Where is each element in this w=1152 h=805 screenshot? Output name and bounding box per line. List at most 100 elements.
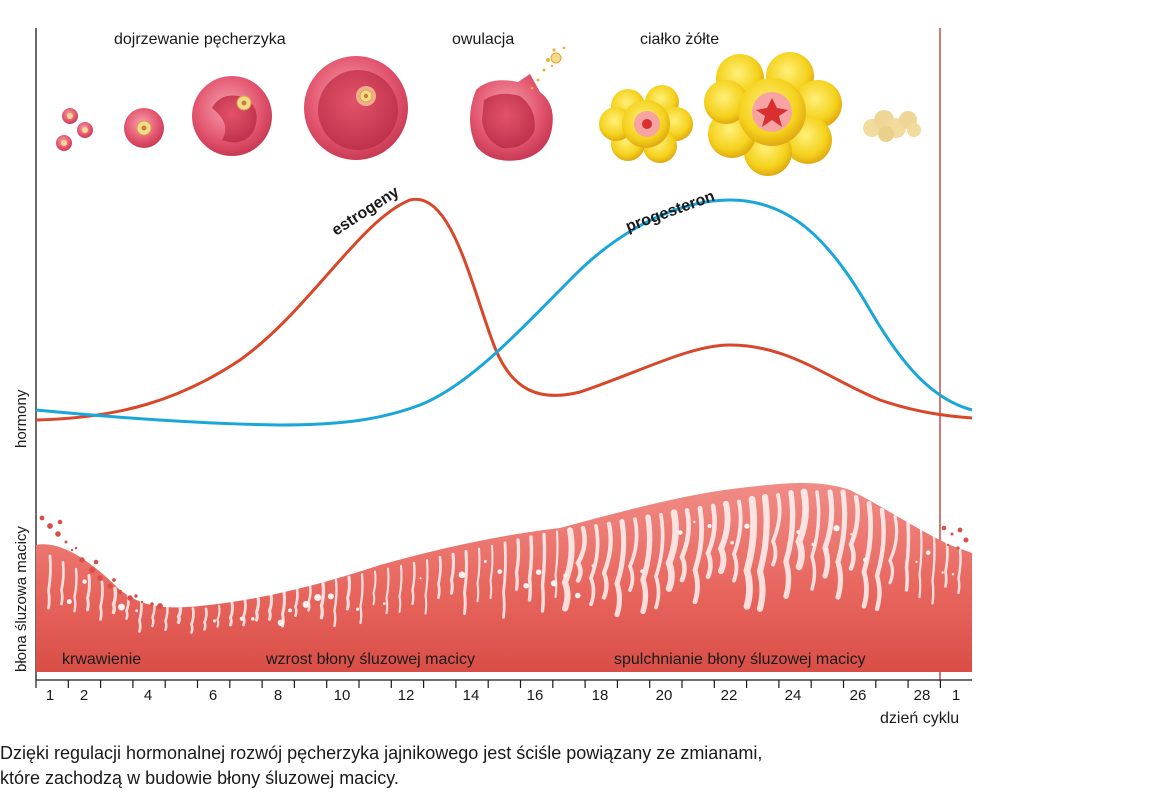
endometrial-gland-lumen [82, 579, 87, 584]
endometrial-gland [743, 495, 758, 610]
endometrial-gland [822, 489, 835, 579]
shed-blood-fragment [950, 532, 954, 536]
endometrial-gland-lumen [497, 569, 503, 574]
endometrial-gland [795, 488, 809, 571]
progesterone-label: progesteron [624, 188, 718, 236]
endometrial-gland-lumen [135, 609, 139, 613]
endometrial-gland [333, 578, 338, 628]
endometrial-gland [216, 604, 221, 628]
endometrial-gland-lumen [915, 560, 918, 563]
endometrial-gland [614, 518, 627, 618]
shed-blood-fragment [956, 546, 960, 550]
x-axis-tick-label: 16 [527, 687, 544, 704]
endometrial-gland [874, 507, 886, 612]
endometrial-gland [575, 525, 587, 583]
endometrial-gland-lumen [251, 617, 255, 621]
endometrial-gland [514, 538, 521, 591]
x-axis-tick-label: 2 [80, 687, 88, 704]
caption-line-1: Dzięki regulacji hormonalnej rozwój pęch… [0, 743, 763, 763]
endometrium-axis-label: błona śluzowa macicy [13, 526, 30, 672]
endometrial-gland [164, 602, 169, 632]
endometrial-gland-lumen [744, 523, 750, 529]
endometrial-gland [654, 512, 665, 610]
shed-blood-fragment [55, 531, 61, 537]
shed-blood-fragment [39, 515, 45, 521]
x-axis-tick-label: 6 [209, 687, 217, 704]
endometrium-illustration [36, 483, 972, 672]
endometrial-gland [835, 489, 848, 600]
endometrial-gland [717, 500, 731, 575]
endometrial-gland [385, 567, 390, 615]
x-axis-tick-label: 24 [785, 687, 802, 704]
progesterone-curve [35, 198, 973, 427]
endometrial-gland [692, 505, 705, 605]
endometrial-gland-lumen [535, 569, 542, 575]
endometrial-gland [111, 586, 118, 615]
stage-label-corpus-luteum: ciałko żółte [640, 31, 719, 48]
endometrial-gland [888, 514, 899, 585]
phase-label-loosening: spulchnianie błony śluzowej macicy [614, 651, 866, 668]
shed-blood-fragment [93, 559, 99, 565]
endometrial-gland [601, 521, 613, 600]
shed-blood-fragment [127, 595, 133, 601]
endometrial-gland [679, 508, 691, 583]
figure-caption: Dzięki regulacji hormonalnej rozwój pęch… [0, 741, 1100, 791]
endometrial-gland [944, 541, 949, 588]
endometrial-gland-lumen [693, 520, 696, 524]
endometrial-gland [489, 544, 494, 600]
shed-blood-fragment [79, 557, 85, 563]
mature-corpus-luteum-illustration [704, 52, 842, 176]
endometrial-gland [756, 494, 770, 612]
shed-blood-fragment [107, 583, 113, 589]
early-corpus-luteum-illustration [599, 85, 693, 163]
caption-line-2: które zachodzą w budowie błony śluzowej … [0, 768, 399, 788]
x-axis-tick-label: 14 [463, 687, 480, 704]
endometrial-gland [411, 561, 416, 606]
endometrial-gland [151, 599, 156, 628]
endometrial-gland-lumen [483, 559, 487, 563]
endometrial-gland [228, 601, 234, 627]
endometrial-gland [138, 596, 143, 633]
endometrial-gland [527, 535, 534, 602]
ovulation-illustration [470, 46, 566, 161]
endometrial-gland [73, 567, 78, 613]
endometrial-gland-lumen [925, 550, 931, 555]
endometrial-gland [359, 573, 364, 625]
endometrial-gland [640, 514, 653, 615]
endometrial-gland [731, 499, 743, 583]
endometrial-gland-lumen [730, 541, 734, 545]
endometrial-gland [810, 490, 821, 591]
endometrial-gland-lumen [382, 602, 386, 606]
endometrial-gland [319, 581, 326, 620]
shed-blood-fragment [134, 594, 138, 598]
endometrial-gland [280, 590, 286, 628]
endometrial-gland-lumen [356, 607, 360, 611]
endometrial-gland-lumen [678, 530, 683, 535]
shed-blood-fragment [957, 527, 963, 533]
x-axis-tick-label: 20 [656, 687, 673, 704]
endometrial-gland [957, 547, 962, 595]
endometrial-gland [770, 493, 782, 567]
endometrial-gland-lumen [850, 533, 853, 536]
endometrial-gland [242, 598, 247, 627]
x-axis-tick-label: 4 [144, 687, 152, 704]
shed-blood-fragment [89, 567, 95, 573]
endometrial-gland [540, 532, 547, 613]
endometrial-gland-lumen [66, 599, 72, 605]
endometrial-gland [99, 580, 104, 621]
endometrial-gland [254, 595, 261, 622]
endometrial-gland [627, 517, 639, 592]
endometrial-gland [783, 490, 796, 600]
endometrial-gland-lumen [574, 592, 581, 599]
shed-blood-fragment [963, 537, 969, 543]
phase-label-growth: wzrost błony śluzowej macicy [265, 651, 475, 668]
shed-blood-fragment [47, 523, 53, 529]
shed-blood-fragment [946, 543, 950, 547]
shed-blood-fragment [150, 602, 154, 606]
x-axis-tick-label: 28 [914, 687, 931, 704]
endometrial-gland [176, 604, 183, 624]
endometrial-gland-lumen [833, 525, 840, 532]
shed-blood-fragment [140, 600, 144, 604]
endometrial-gland-lumen [118, 603, 125, 611]
